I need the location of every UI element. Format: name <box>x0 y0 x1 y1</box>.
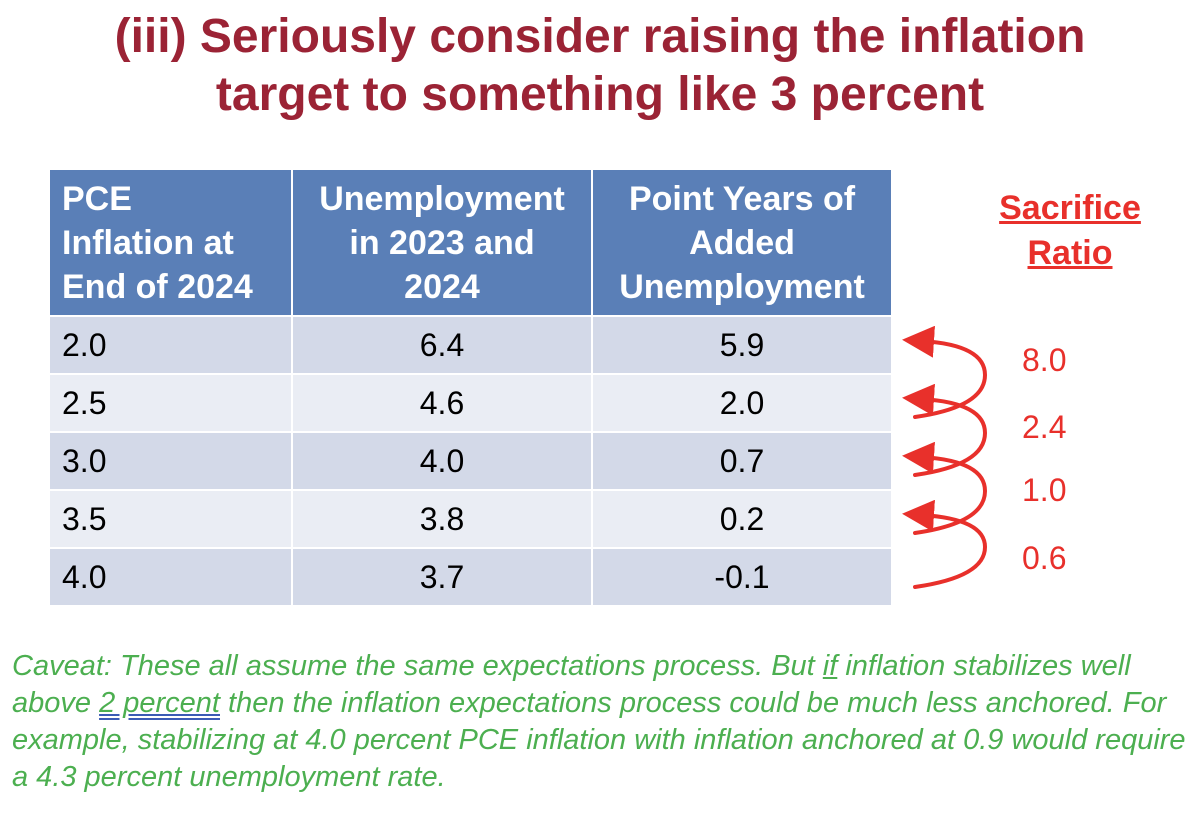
table-row: 3.5 3.8 0.2 <box>50 489 891 548</box>
point-years-cell: 0.7 <box>592 431 891 490</box>
sacrifice-ratio-value: 2.4 <box>1022 409 1067 445</box>
pce-inflation-cell: 2.0 <box>50 315 293 374</box>
pce-inflation-cell: 3.5 <box>50 489 293 548</box>
table-row: 2.0 6.4 5.9 <box>50 315 891 374</box>
header-line: Unemployment <box>619 267 865 306</box>
pce-inflation-cell: 2.5 <box>50 373 293 432</box>
table-row: 2.5 4.6 2.0 <box>50 373 891 432</box>
point-years-cell: -0.1 <box>592 547 891 605</box>
sacrifice-ratio-title: Sacrifice Ratio <box>960 186 1180 276</box>
caveat-note: Caveat: These all assume the same expect… <box>12 648 1192 796</box>
unemployment-cell: 6.4 <box>292 315 593 374</box>
slide-title-line-1: (iii) Seriously consider raising the inf… <box>114 10 1086 63</box>
point-years-cell: 2.0 <box>592 373 891 432</box>
pce-inflation-cell: 3.0 <box>50 431 293 490</box>
point-years-cell: 5.9 <box>592 315 891 374</box>
curved-arrow-icon <box>902 499 988 589</box>
table-row: 4.0 3.7 -0.1 <box>50 547 891 605</box>
header-point-years: Point Years of Added Unemployment <box>592 170 891 316</box>
unemployment-cell: 4.0 <box>292 431 593 490</box>
curved-arrow-icon <box>902 441 988 535</box>
sacrifice-ratio-value: 1.0 <box>1022 472 1067 508</box>
header-line: End of 2024 <box>62 267 253 306</box>
header-unemployment: Unemployment in 2023 and 2024 <box>292 170 593 316</box>
header-line: Unemployment <box>319 179 565 218</box>
table-row: 3.0 4.0 0.7 <box>50 431 891 490</box>
curved-arrow-icon <box>902 325 988 419</box>
header-line: Inflation at <box>62 223 234 262</box>
point-years-cell: 0.2 <box>592 489 891 548</box>
header-line: 2024 <box>404 267 480 306</box>
header-line: Added <box>689 223 795 262</box>
caveat-text: inflation stabilizes well above <box>12 650 1131 719</box>
sacrifice-ratio-title-line-1: Sacrifice <box>999 189 1141 227</box>
header-line: in 2023 and <box>349 223 535 262</box>
caveat-two-percent: 2 percent <box>99 687 220 719</box>
header-line: Point Years of <box>628 179 856 218</box>
pce-inflation-cell: 4.0 <box>50 547 293 605</box>
sacrifice-ratio-value: 8.0 <box>1022 342 1067 378</box>
curved-arrow-icon <box>902 383 988 477</box>
inflation-unemployment-table: PCE Inflation at End of 2024 Unemploymen… <box>50 170 891 605</box>
header-line: PCE <box>62 179 132 218</box>
table-header-row: PCE Inflation at End of 2024 Unemploymen… <box>50 170 891 316</box>
unemployment-cell: 4.6 <box>292 373 593 432</box>
curved-arrows-icon <box>902 325 988 589</box>
unemployment-cell: 3.8 <box>292 489 593 548</box>
sacrifice-ratio-title-line-2: Ratio <box>1027 234 1113 272</box>
caveat-if-word: if <box>822 650 838 682</box>
slide-title: (iii) Seriously consider raising the inf… <box>0 8 1200 124</box>
slide-title-line-2: target to something like 3 percent <box>215 68 985 121</box>
sacrifice-ratio-value: 0.6 <box>1022 540 1067 576</box>
caveat-text: then the inflation expectations process … <box>12 687 1186 793</box>
header-pce-inflation: PCE Inflation at End of 2024 <box>50 170 293 316</box>
caveat-text: Caveat: These all assume the same expect… <box>12 650 823 682</box>
unemployment-cell: 3.7 <box>292 547 593 605</box>
